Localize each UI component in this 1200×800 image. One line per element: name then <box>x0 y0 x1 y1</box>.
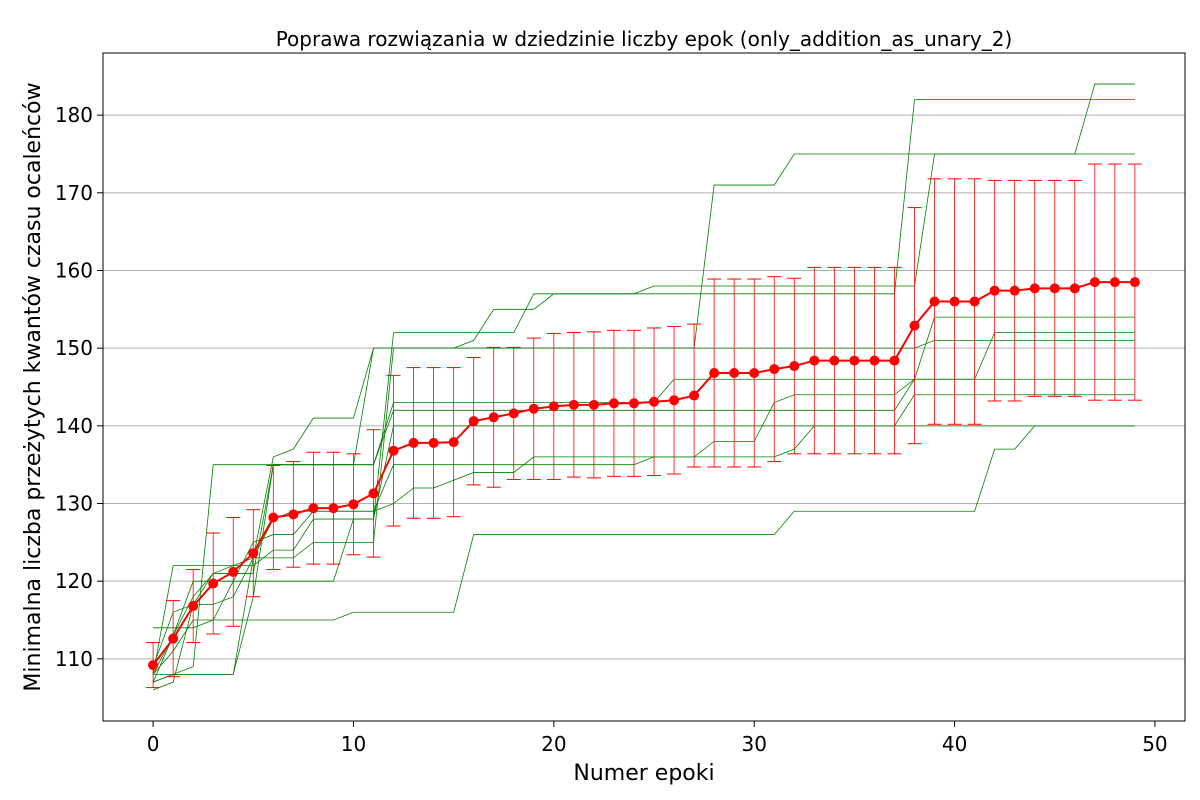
mean-point-45 <box>1049 283 1060 294</box>
x-ticks: 0 10 20 30 40 50 <box>147 721 1168 756</box>
mean-series <box>148 277 1140 671</box>
mean-point-3 <box>208 578 219 589</box>
mean-point-48 <box>1109 277 1120 288</box>
mean-point-9 <box>328 503 339 514</box>
mean-point-46 <box>1069 283 1080 294</box>
mean-point-16 <box>468 416 479 427</box>
mean-point-1 <box>168 633 179 644</box>
mean-point-23 <box>608 398 619 409</box>
mean-point-8 <box>308 503 319 514</box>
mean-point-7 <box>288 509 299 520</box>
y-tick-label-150: 150 <box>55 336 93 360</box>
y-axis-label: Minimalna liczba przeżytych kwantów czas… <box>21 82 46 691</box>
x-axis-label: Numer epoki <box>573 761 714 786</box>
mean-point-42 <box>989 285 1000 296</box>
mean-point-2 <box>188 601 199 612</box>
mean-point-44 <box>1029 283 1040 294</box>
mean-point-11 <box>368 488 379 499</box>
mean-point-18 <box>508 408 519 419</box>
mean-point-4 <box>228 566 239 577</box>
mean-point-30 <box>749 368 760 379</box>
mean-point-28 <box>709 368 720 379</box>
mean-point-33 <box>809 355 820 366</box>
mean-point-0 <box>148 660 159 671</box>
mean-point-19 <box>528 403 539 414</box>
mean-point-14 <box>428 437 439 448</box>
y-tick-label-110: 110 <box>55 647 93 671</box>
plot-frame <box>102 52 1186 722</box>
mean-point-27 <box>689 390 700 401</box>
run-line-6 <box>152 339 1135 675</box>
mean-point-22 <box>588 399 599 410</box>
y-tick-label-160: 160 <box>55 258 93 282</box>
mean-point-24 <box>628 398 639 409</box>
x-tick-label-30: 30 <box>741 732 766 756</box>
y-tick-label-180: 180 <box>55 103 93 127</box>
x-tick-label-0: 0 <box>147 732 160 756</box>
mean-point-49 <box>1129 277 1140 288</box>
y-ticks: 110 120 130 140 150 160 170 180 <box>55 103 103 671</box>
mean-point-13 <box>408 437 419 448</box>
mean-point-15 <box>448 437 459 448</box>
mean-point-26 <box>669 395 680 406</box>
mean-point-20 <box>548 401 559 412</box>
mean-point-5 <box>248 548 259 559</box>
run-line-2 <box>152 99 1135 675</box>
mean-point-43 <box>1009 285 1020 296</box>
mean-point-21 <box>568 399 579 410</box>
chart-title: Poprawa rozwiązania w dziedzinie liczby … <box>276 27 1013 51</box>
mean-point-39 <box>929 296 940 307</box>
mean-point-32 <box>789 361 800 372</box>
mean-point-41 <box>969 296 980 307</box>
run-lines <box>152 83 1135 691</box>
mean-point-29 <box>729 368 740 379</box>
x-tick-label-10: 10 <box>341 732 366 756</box>
mean-point-17 <box>488 412 499 423</box>
y-tick-label-170: 170 <box>55 181 93 205</box>
y-tick-label-140: 140 <box>55 414 93 438</box>
mean-point-6 <box>268 512 279 523</box>
mean-point-35 <box>849 355 860 366</box>
run-line-10 <box>152 394 1135 675</box>
y-tick-label-120: 120 <box>55 569 93 593</box>
x-tick-label-40: 40 <box>942 732 967 756</box>
run-line-3 <box>153 425 1135 629</box>
mean-point-37 <box>889 355 900 366</box>
mean-point-12 <box>388 445 399 456</box>
x-tick-label-20: 20 <box>541 732 566 756</box>
mean-point-38 <box>909 320 920 331</box>
mean-point-40 <box>949 296 960 307</box>
mean-point-36 <box>869 355 880 366</box>
mean-point-10 <box>348 499 359 510</box>
x-tick-label-50: 50 <box>1142 732 1167 756</box>
mean-point-47 <box>1089 277 1100 288</box>
y-tick-label-130: 130 <box>55 492 93 516</box>
mean-point-31 <box>769 364 780 375</box>
mean-point-25 <box>649 396 660 407</box>
mean-point-34 <box>829 355 840 366</box>
